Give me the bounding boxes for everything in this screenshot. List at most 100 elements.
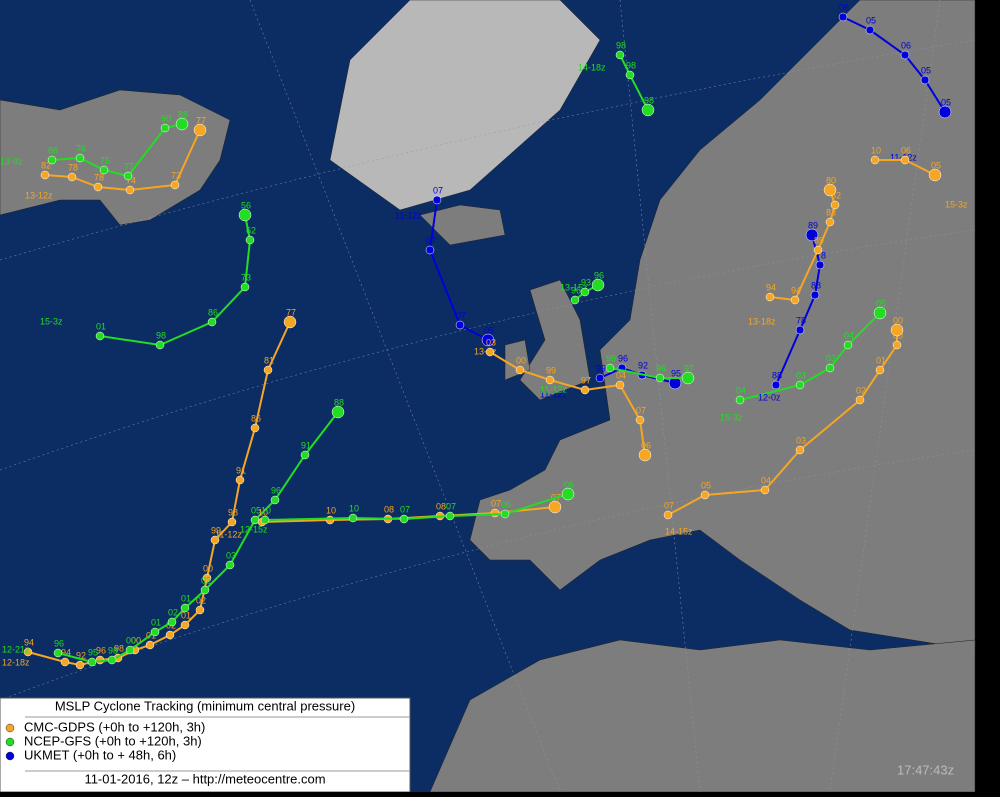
track-start: 12-18z xyxy=(2,657,30,667)
pressure-label: 92 xyxy=(638,360,648,370)
pressure-label: 06 xyxy=(501,499,511,509)
pressure-label: 06 xyxy=(901,40,911,50)
pressure-label: 88 xyxy=(334,397,344,407)
track-point xyxy=(805,228,819,242)
track-point xyxy=(595,373,605,383)
track-point xyxy=(87,657,97,667)
track-point xyxy=(765,292,775,302)
pressure-label: 07 xyxy=(664,500,674,510)
pressure-label: 81 xyxy=(264,355,274,365)
europe xyxy=(469,0,976,651)
track-point xyxy=(890,323,904,337)
track-point xyxy=(165,630,175,640)
track-point xyxy=(615,380,625,390)
track-point xyxy=(870,155,880,165)
pressure-label: 78 xyxy=(68,162,78,172)
africa xyxy=(429,639,976,793)
track-start: 14-15z xyxy=(665,526,693,536)
track-start: 11-12z xyxy=(540,384,567,394)
track-point xyxy=(481,333,495,347)
pressure-label: 08 xyxy=(436,501,446,511)
pressure-label: 05 xyxy=(876,298,886,308)
track-point xyxy=(790,295,800,305)
track-point xyxy=(60,657,70,667)
track-point xyxy=(23,647,33,657)
track-point xyxy=(193,123,207,137)
legend-title: MSLP Cyclone Tracking (minimum central p… xyxy=(55,698,355,713)
track-point xyxy=(615,50,625,60)
track-point xyxy=(605,363,615,373)
pressure-label: 97 xyxy=(684,363,694,373)
pressure-label: 98 xyxy=(114,643,124,653)
track-start: 11-12z xyxy=(395,210,422,220)
graticule xyxy=(0,0,976,793)
pressure-label: 78 xyxy=(816,250,826,260)
pressure-label: 03 xyxy=(226,550,236,560)
pressure-label: 05 xyxy=(921,65,931,75)
pressure-label: 05 xyxy=(941,97,951,107)
north-america xyxy=(0,89,231,226)
pressure-label: 91 xyxy=(236,465,246,475)
track-point xyxy=(938,105,952,119)
pressure-label: 02 xyxy=(196,595,206,605)
track-point xyxy=(843,340,853,350)
pressure-label: 76 xyxy=(76,143,86,153)
pressure-label: 88 xyxy=(772,370,782,380)
track-point xyxy=(795,325,805,335)
pressure-label: 10 xyxy=(349,503,359,513)
parallel xyxy=(0,39,976,261)
pressure-label: 04 xyxy=(616,370,626,380)
land xyxy=(0,0,976,793)
pressure-label: 07 xyxy=(433,185,443,195)
track: 14-15z0705040302010000 xyxy=(663,315,904,536)
track-point xyxy=(825,217,835,227)
track-point xyxy=(300,450,310,460)
pressure-label: 10 xyxy=(258,507,268,517)
legend-label: CMC-GDPS (+0h to +120h, 3h) xyxy=(24,719,205,734)
track-point xyxy=(245,235,255,245)
pressure-label: 00 xyxy=(203,563,213,573)
pressure-label: 98 xyxy=(108,645,118,655)
pressure-label: 05 xyxy=(251,505,261,515)
pressure-label: 94 xyxy=(24,637,34,647)
track-point xyxy=(107,655,117,665)
pressure-label: 75 xyxy=(100,155,110,165)
pressure-label: 90 xyxy=(161,113,171,123)
track-point xyxy=(855,395,865,405)
pressure-label: 02 xyxy=(201,575,211,585)
track-point xyxy=(202,573,212,583)
track-point xyxy=(263,365,273,375)
track-point xyxy=(195,605,205,615)
pressure-label: 01 xyxy=(96,321,106,331)
pressure-label: 01 xyxy=(181,593,191,603)
pressure-label: 77 xyxy=(196,115,206,125)
track-point xyxy=(823,183,837,197)
meridian xyxy=(249,0,561,793)
track-point xyxy=(771,380,781,390)
pressure-label: 94 xyxy=(61,647,71,657)
track-point xyxy=(635,415,645,425)
track: 13-18z 94 94 89 83 82 80 xyxy=(748,175,841,326)
track: 15-3z 01 98 86 73 62 56 xyxy=(40,200,256,350)
pressure-label: 98 xyxy=(616,40,626,50)
track-point xyxy=(432,195,442,205)
pressure-label: 73 xyxy=(171,170,181,180)
legend-marker xyxy=(5,751,15,761)
track-point xyxy=(591,278,605,292)
track-point xyxy=(125,185,135,195)
track-point xyxy=(250,423,260,433)
pressure-label: 06 xyxy=(901,145,911,155)
pressure-label: 74 xyxy=(126,175,136,185)
pressure-label: 06 xyxy=(641,440,651,450)
pressure-label: 07 xyxy=(491,498,501,508)
pressure-label: 99 xyxy=(596,363,606,373)
track-point xyxy=(815,260,825,270)
legend-footer: 11-01-2016, 12z – http://meteocentre.com xyxy=(84,771,325,786)
track-point xyxy=(760,485,770,495)
track: 11-12z 07 07 07 05 xyxy=(395,185,495,347)
tracks: 12-18z9494929698000102010200999891868177… xyxy=(0,2,968,670)
